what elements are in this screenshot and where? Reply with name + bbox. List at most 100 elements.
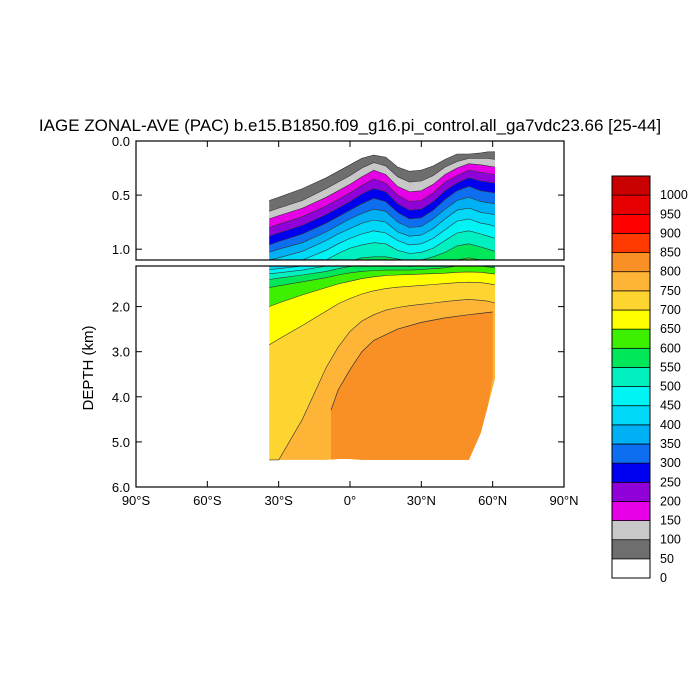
upper-ytick-label: 0.0	[112, 134, 130, 149]
colorbar-swatch-850	[611, 233, 651, 253]
colorbar-swatch-700	[611, 290, 651, 311]
colorbar-label: 650	[660, 322, 681, 336]
x-tick-label: 30°N	[407, 493, 436, 508]
upper-contour-550	[352, 243, 496, 260]
colorbar: 0 50 100 150 200 250 300 350 400 450 500 550 600 650 7…	[611, 175, 688, 585]
lower-band-450	[269, 266, 327, 274]
colorbar-label: 350	[660, 437, 681, 451]
upper-ytick-label: 0.5	[112, 188, 130, 203]
colorbar-swatch-150	[611, 501, 651, 521]
colorbar-swatch-50	[611, 539, 651, 560]
upper-band-500	[326, 230, 495, 260]
upper-band-50	[269, 151, 495, 212]
upper-band-100	[269, 158, 495, 219]
colorbar-swatch-400	[611, 405, 651, 426]
colorbar-swatch-500	[611, 367, 651, 387]
colorbar-label: 450	[660, 399, 681, 413]
upper-contour-400	[269, 207, 496, 260]
upper-band-350	[269, 197, 495, 260]
upper-band-150	[269, 163, 495, 228]
colorbar-swatch-350	[611, 424, 651, 445]
colorbar-swatch-300	[611, 443, 651, 464]
lower-ytick-label: 6.0	[112, 480, 130, 495]
colorbar-swatch-0	[611, 558, 651, 579]
lower-contour-800	[330, 311, 493, 411]
colorbar-label: 850	[660, 246, 681, 260]
colorbar-label: 400	[660, 418, 681, 432]
colorbar-swatch-1000	[611, 175, 651, 196]
colorbar-label: 0	[660, 571, 667, 585]
lower-band-800	[331, 312, 493, 460]
colorbar-label: 1000	[660, 188, 688, 202]
colorbar-swatch-900	[611, 213, 651, 234]
upper-contour-50	[269, 151, 495, 201]
upper-contour-300	[269, 186, 496, 246]
colorbar-frame	[611, 175, 651, 579]
x-tick-label: 90°S	[122, 493, 151, 508]
colorbar-swatch-100	[611, 520, 651, 541]
upper-band-0	[269, 141, 495, 201]
colorbar-label: 200	[660, 494, 681, 508]
x-tick-label: 60°N	[478, 493, 507, 508]
lower-contour-750	[269, 299, 496, 461]
lower-ytick-label: 3.0	[112, 345, 130, 360]
colorbar-label: 100	[660, 533, 681, 547]
colorbar-label: 500	[660, 380, 681, 394]
lower-ytick-label: 4.0	[112, 390, 130, 405]
colorbar-swatch-600	[611, 328, 651, 349]
colorbar-label: 750	[660, 284, 681, 298]
colorbar-label: 250	[660, 475, 681, 489]
lower-contour-700	[269, 281, 496, 346]
lower-band-600	[269, 266, 495, 307]
upper-band-550	[353, 243, 495, 260]
upper-contour-350	[269, 196, 496, 253]
upper-band-250	[269, 177, 495, 245]
colorbar-label: 900	[660, 226, 681, 240]
colorbar-label: 150	[660, 514, 681, 528]
upper-contour-200	[269, 169, 496, 228]
upper-contour-100	[269, 158, 496, 212]
colorbar-swatch-650	[611, 309, 651, 330]
colorbar-swatch-750	[611, 271, 651, 292]
upper-surface-mask	[269, 141, 495, 158]
colorbar-swatch-200	[611, 481, 651, 502]
colorbar-label: 600	[660, 341, 681, 355]
colorbar-swatch-550	[611, 347, 651, 368]
upper-contour-150	[269, 163, 496, 220]
colorbar-swatch-950	[611, 194, 651, 215]
colorbar-label: 50	[660, 552, 674, 566]
chart-title: IAGE ZONAL-AVE (PAC) b.e15.B1850.f09_g16…	[39, 116, 661, 135]
upper-band-200	[269, 170, 495, 237]
lower-ytick-label: 5.0	[112, 435, 130, 450]
colorbar-swatch-250	[611, 462, 651, 483]
upper-panel: 0.0 0.5 1.0	[112, 134, 565, 261]
lower-band-700	[269, 282, 495, 460]
x-tick-label: 30°S	[264, 493, 293, 508]
colorbar-label: 300	[660, 456, 681, 470]
upper-band-300	[269, 186, 495, 253]
upper-ytick-label: 1.0	[112, 242, 130, 257]
lower-contour-550	[269, 266, 424, 280]
upper-contour-250	[269, 177, 496, 237]
lower-contour-650	[269, 271, 496, 307]
upper-band-400	[269, 208, 495, 260]
x-tick-label: 60°S	[193, 493, 222, 508]
upper-contour-500	[325, 230, 496, 260]
upper-contour-450	[301, 218, 496, 260]
colorbar-label: 950	[660, 207, 681, 221]
lower-contour-600	[269, 266, 496, 288]
colorbar-label: 800	[660, 265, 681, 279]
upper-contour-600	[456, 257, 482, 260]
lower-band-550	[269, 266, 495, 288]
upper-band-450	[302, 218, 495, 260]
lower-band-650	[269, 271, 495, 345]
colorbar-label: 700	[660, 303, 681, 317]
lower-panel: 2.0 3.0 4.0 5.0 6.0 90°S 60°S 30°S 0° 30°N 60°N 90…	[112, 141, 579, 508]
colorbar-swatch-450	[611, 386, 651, 407]
y-axis-label: DEPTH (km)	[80, 326, 97, 411]
x-tick-label: 90°N	[549, 493, 578, 508]
colorbar-swatch-800	[611, 252, 651, 273]
x-tick-label: 0°	[344, 493, 356, 508]
lower-ytick-label: 2.0	[112, 300, 130, 315]
